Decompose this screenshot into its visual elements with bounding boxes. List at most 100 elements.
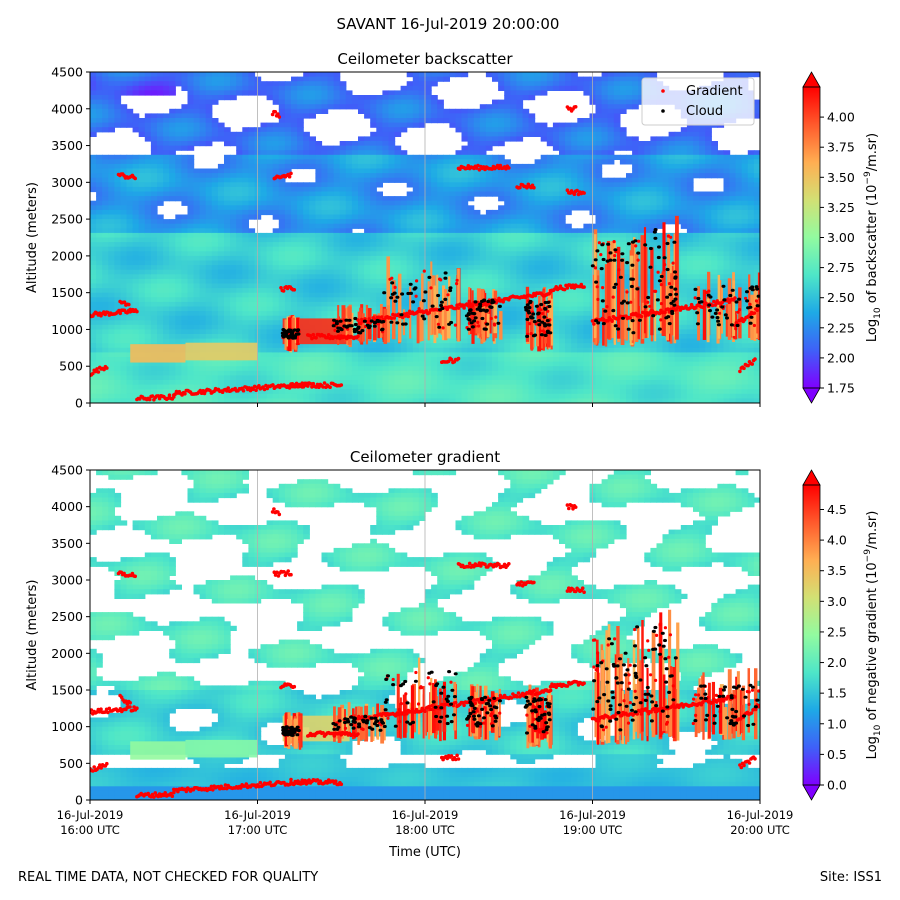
cloud-point	[703, 692, 708, 696]
cloud-point	[431, 700, 436, 704]
gradient-point	[388, 277, 392, 281]
gradient-point	[473, 701, 478, 706]
figure-title: SAVANT 16-Jul-2019 20:00:00	[337, 15, 560, 33]
gradient-point	[469, 302, 473, 306]
gradient-point	[321, 385, 325, 389]
cloud-point	[631, 702, 636, 707]
cloud-point	[403, 679, 408, 684]
cloud-point	[643, 305, 648, 309]
gradient-point	[286, 569, 291, 573]
gradient-point	[156, 394, 160, 398]
colorbar-tick-label: 2.75	[827, 260, 855, 275]
cloud-point	[695, 322, 700, 326]
cloud-point	[635, 287, 640, 291]
gradient-point	[668, 633, 673, 637]
cloud-point	[470, 325, 475, 329]
cloud-point	[369, 716, 374, 720]
gradient-point	[571, 507, 575, 511]
gradient-point	[749, 711, 754, 715]
cloud-point	[496, 321, 501, 325]
cloud-point	[668, 293, 673, 297]
cloud-point	[466, 312, 471, 316]
cloud-point	[657, 643, 662, 647]
cloud-point	[391, 683, 396, 687]
gradient-point	[410, 707, 415, 711]
cloud-point	[652, 230, 657, 234]
cloud-point	[630, 718, 635, 722]
cloud-point	[547, 705, 551, 709]
legend-gradient-marker	[661, 89, 665, 93]
cloud-point	[616, 327, 621, 331]
gradient-point	[601, 716, 606, 720]
cloud-point	[401, 682, 406, 686]
gradient-point	[392, 316, 397, 320]
gradient-point	[281, 289, 286, 293]
cloud-point	[439, 706, 444, 710]
cloud-point	[729, 719, 734, 723]
cloud-point	[637, 318, 642, 322]
gradient-point	[147, 397, 152, 402]
gradient-point	[554, 685, 558, 690]
cloud-point	[375, 719, 380, 723]
gradient-point	[333, 328, 337, 332]
gradient-point	[462, 306, 466, 310]
cloud-point	[289, 725, 294, 729]
cloud-point	[289, 733, 294, 737]
gradient-point	[456, 356, 461, 361]
gradient-point	[449, 357, 454, 362]
gradient-point	[397, 708, 401, 712]
cloud-point	[490, 298, 495, 302]
cloud-point	[478, 302, 483, 306]
colorbar-label: Log10 of backscatter (10−9/m.sr)	[863, 133, 883, 342]
cloud-point	[753, 705, 758, 709]
gradient-point	[430, 704, 434, 708]
cloud-point	[539, 333, 544, 337]
gradient-point	[533, 729, 538, 733]
cloud-point	[593, 258, 598, 262]
cloud-point	[663, 638, 667, 643]
gradient-point	[694, 713, 698, 718]
cloud-point	[615, 681, 620, 685]
y-tick-label: 2000	[51, 646, 83, 661]
gradient-point	[167, 393, 172, 398]
gradient-point	[599, 253, 603, 257]
gradient-point	[282, 570, 286, 574]
gradient-point	[565, 589, 570, 593]
gradient-point	[157, 396, 162, 401]
cloud-point	[452, 695, 457, 699]
gradient-point	[620, 713, 624, 718]
cloud-point	[656, 255, 661, 260]
cloud-point	[607, 637, 612, 641]
cloud-point	[533, 333, 538, 337]
cloud-point	[662, 256, 667, 260]
cloud-point	[599, 724, 604, 728]
cloud-point	[438, 308, 442, 312]
gradient-point	[657, 311, 662, 316]
cloud-point	[630, 319, 635, 323]
colorbar-min-extend	[802, 784, 821, 801]
cloud-point	[401, 322, 405, 326]
gradient-point	[613, 637, 617, 641]
cloud-point	[617, 703, 622, 707]
gradient-point	[272, 570, 277, 574]
gradient-point	[386, 716, 390, 720]
cloud-point	[488, 704, 493, 708]
cloud-point	[638, 701, 643, 705]
gradient-point	[593, 638, 597, 642]
gradient-point	[310, 385, 314, 389]
gradient-point	[128, 701, 132, 705]
colorbar-tick-label: 2.0	[827, 655, 847, 670]
colorbar-tick-label: 1.5	[827, 686, 847, 701]
cloud-point	[633, 239, 638, 243]
cloud-point	[616, 710, 621, 715]
cloud-point	[712, 714, 717, 718]
colorbar-tick-label: 4.0	[827, 533, 847, 548]
cloud-point	[528, 300, 533, 305]
cloud-point	[654, 704, 659, 708]
cloud-point	[446, 694, 451, 698]
cloud-point	[645, 685, 650, 690]
cloud-point	[357, 722, 361, 726]
cloud-point	[363, 715, 368, 719]
gradient-point	[315, 382, 320, 387]
gradient-point	[750, 362, 754, 366]
